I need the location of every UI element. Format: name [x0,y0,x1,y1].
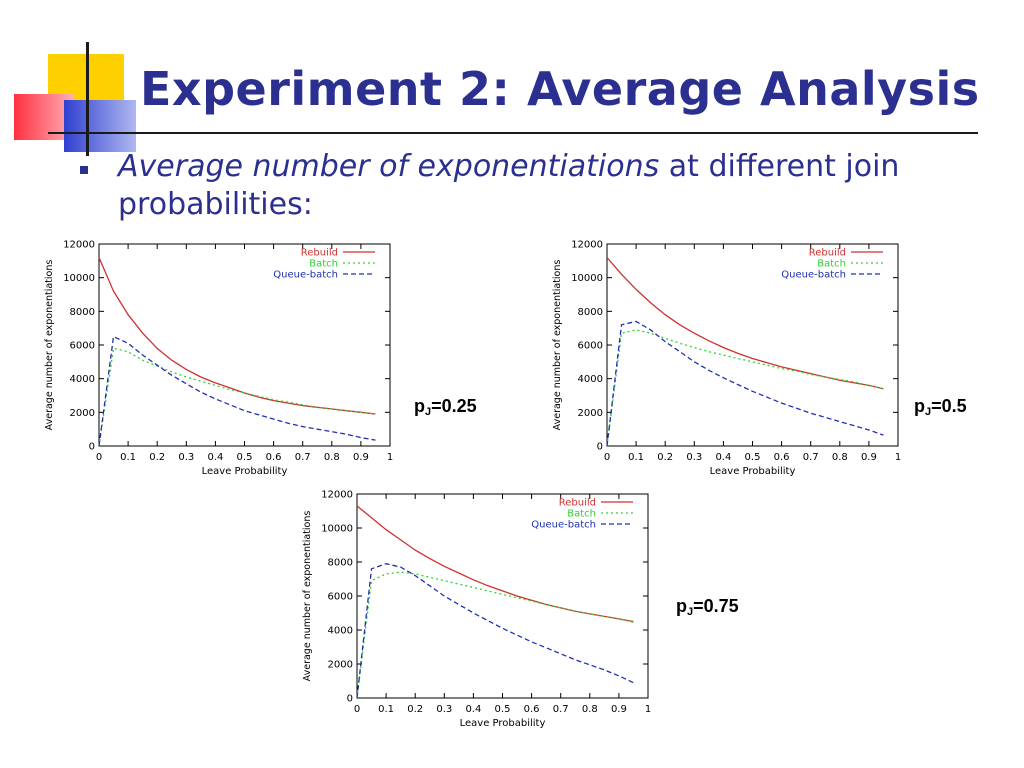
x-tick-label: 0.9 [861,452,877,463]
y-tick-label: 0 [597,442,603,453]
panel-label-pj-075: pJ=0.75 [676,596,739,618]
slide-title: Experiment 2: Average Analysis [140,62,980,116]
y-tick-label: 4000 [328,626,353,637]
x-tick-label: 0.1 [628,452,644,463]
legend-label: Rebuild [559,498,596,509]
y-tick-label: 0 [347,694,353,705]
legend-label: Rebuild [301,248,338,259]
y-tick-label: 10000 [571,273,603,284]
bullet-text: Average number of exponentiations at dif… [118,148,998,224]
x-tick-label: 0.6 [266,452,282,463]
x-tick-label: 0.4 [715,452,731,463]
panel-label-pj-05: pJ=0.5 [914,396,967,418]
legend-label: Batch [309,259,338,270]
chart-pj-05: 0 2000 4000 6000 8000 10000 12000 0 0.1 0.2 0.3 0.4… [552,240,901,478]
series-line-rebuild [606,257,884,390]
x-tick-label: 0.4 [465,704,481,715]
x-axis-label: Leave Probability [202,466,288,477]
x-axis-label: Leave Probability [710,466,796,477]
x-tick-label: 0.6 [774,452,790,463]
x-tick-label: 1 [895,452,901,463]
y-tick-label: 6000 [578,341,603,352]
bullet-rest: at different join probabilities: [118,149,900,222]
y-tick-label: 12000 [63,240,95,251]
x-tick-label: 0.2 [149,452,165,463]
y-tick-label: 2000 [70,408,95,419]
x-tick-label: 0.8 [324,452,340,463]
x-tick-label: 0.6 [524,704,540,715]
x-tick-label: 0.7 [803,452,819,463]
x-tick-label: 0.2 [657,452,673,463]
plot-frame [98,243,391,447]
x-tick-label: 0.8 [582,704,598,715]
legend-label: Queue-batch [781,270,846,281]
bullet-marker [80,166,88,174]
x-tick-label: 0.9 [611,704,627,715]
y-tick-label: 8000 [328,558,353,569]
x-tick-label: 0.3 [436,704,452,715]
x-tick-label: 0.5 [745,452,761,463]
series-line-batch [356,571,634,699]
y-tick-label: 12000 [571,240,603,251]
x-tick-label: 1 [645,704,651,715]
x-tick-label: 0.2 [407,704,423,715]
legend-label: Queue-batch [531,520,596,531]
y-tick-label: 4000 [578,374,603,385]
y-tick-label: 2000 [328,660,353,671]
y-tick-label: 0 [89,442,95,453]
series-line-rebuild [98,257,376,415]
series-line-batch [606,329,884,447]
title-underline [48,132,978,134]
x-tick-label: 0.5 [237,452,253,463]
legend-label: Batch [817,259,846,270]
x-axis-label: Leave Probability [460,718,546,729]
y-axis-label: Average number of exponentiations [552,260,563,431]
x-tick-label: 0.4 [207,452,223,463]
chart-pj-075: 0 2000 4000 6000 8000 10000 12000 0 0.1 0.2 0.3 0.4… [302,490,651,730]
legend-label: Rebuild [809,248,846,259]
y-axis-label: Average number of exponentiations [302,511,313,682]
x-tick-label: 0.7 [295,452,311,463]
deco-blue-square [64,100,136,152]
legend-label: Queue-batch [273,270,338,281]
y-tick-label: 2000 [578,408,603,419]
x-tick-label: 0.1 [378,704,394,715]
series-line-queue-batch [606,320,884,447]
x-tick-label: 0.7 [553,704,569,715]
y-axis-label: Average number of exponentiations [44,260,55,431]
plot-frame [356,493,649,699]
series-line-queue-batch [98,335,376,447]
deco-vertical-line [86,42,89,156]
y-tick-label: 12000 [321,490,353,501]
x-tick-label: 0.3 [178,452,194,463]
x-tick-label: 0.8 [832,452,848,463]
y-tick-label: 4000 [70,374,95,385]
x-tick-label: 0 [96,452,102,463]
y-tick-label: 10000 [63,273,95,284]
legend-label: Batch [567,509,596,520]
y-tick-label: 8000 [578,307,603,318]
x-tick-label: 0.3 [686,452,702,463]
x-tick-label: 0 [354,704,360,715]
x-tick-label: 0.1 [120,452,136,463]
x-tick-label: 1 [387,452,393,463]
series-line-batch [98,347,376,447]
y-tick-label: 6000 [70,341,95,352]
x-tick-label: 0.9 [353,452,369,463]
chart-pj-025: 0 2000 4000 6000 8000 10000 12000 0 0.1 0.2 0.3 0.4… [44,240,393,478]
y-tick-label: 8000 [70,307,95,318]
y-tick-label: 10000 [321,524,353,535]
y-tick-label: 6000 [328,592,353,603]
x-tick-label: 0.5 [495,704,511,715]
x-tick-label: 0 [604,452,610,463]
series-line-queue-batch [356,563,634,699]
bullet-italic: Average number of exponentiations [118,149,660,184]
panel-label-pj-025: pJ=0.25 [414,396,477,418]
